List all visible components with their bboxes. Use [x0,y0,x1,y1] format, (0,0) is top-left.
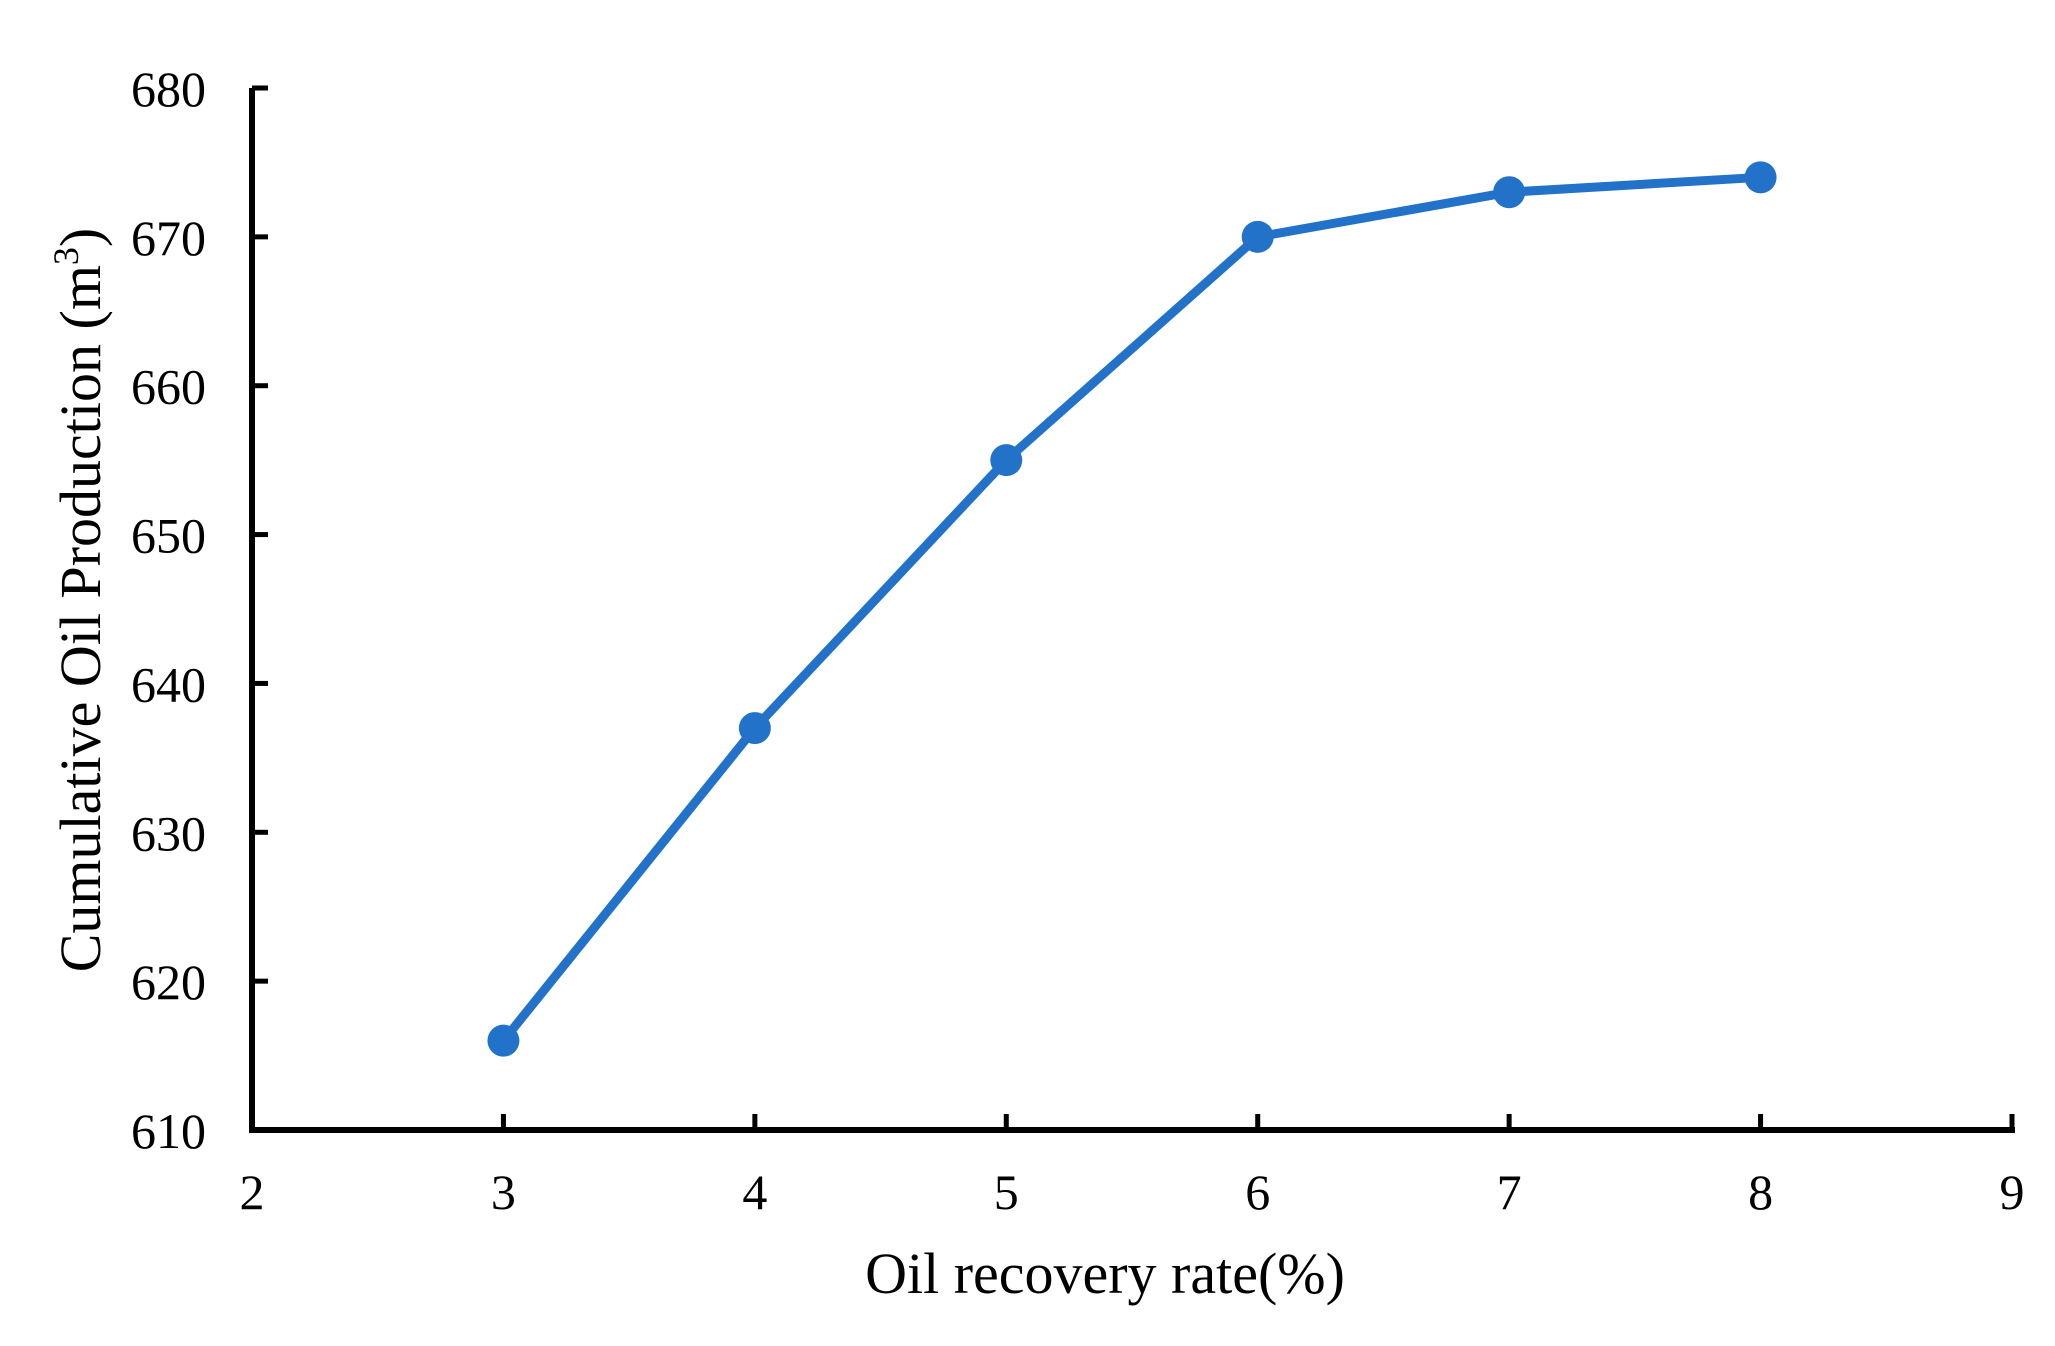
axes-layer: 610 620 630 640 650 660 670 680 2 3 4 5 6 7 8 9 [131,61,2025,1220]
x-tick-label: 2 [240,1164,265,1220]
x-tick-label: 4 [742,1164,767,1220]
y-tick-label: 630 [131,805,206,861]
x-tick-label: 6 [1245,1164,1270,1220]
y-tick-label: 640 [131,656,206,712]
x-tick-label: 8 [1748,1164,1773,1220]
data-point-marker [738,712,771,745]
series-line [498,172,1766,1046]
series-layer [487,161,1777,1057]
y-tick-label: 610 [131,1103,206,1159]
y-tick-label: 670 [131,210,206,266]
y-tick-label: 620 [131,954,206,1010]
x-tick-label: 9 [2000,1164,2025,1220]
titles-layer: Oil recovery rate(%) Cumulative Oil Prod… [46,228,1345,1306]
y-tick-label: 660 [131,359,206,415]
y-axis-title: Cumulative Oil Production (m3) [46,228,113,973]
data-point-marker [990,444,1023,477]
x-tick-label: 7 [1497,1164,1522,1220]
data-point-marker [1744,161,1777,194]
data-point-marker [1493,176,1526,209]
y-tick-label: 680 [131,61,206,117]
x-tick-label: 3 [491,1164,516,1220]
data-point-marker [487,1024,520,1057]
x-axis-title: Oil recovery rate(%) [865,1241,1345,1306]
x-tick-label: 5 [994,1164,1019,1220]
data-point-marker [1241,220,1274,253]
y-tick-label: 650 [131,508,206,564]
